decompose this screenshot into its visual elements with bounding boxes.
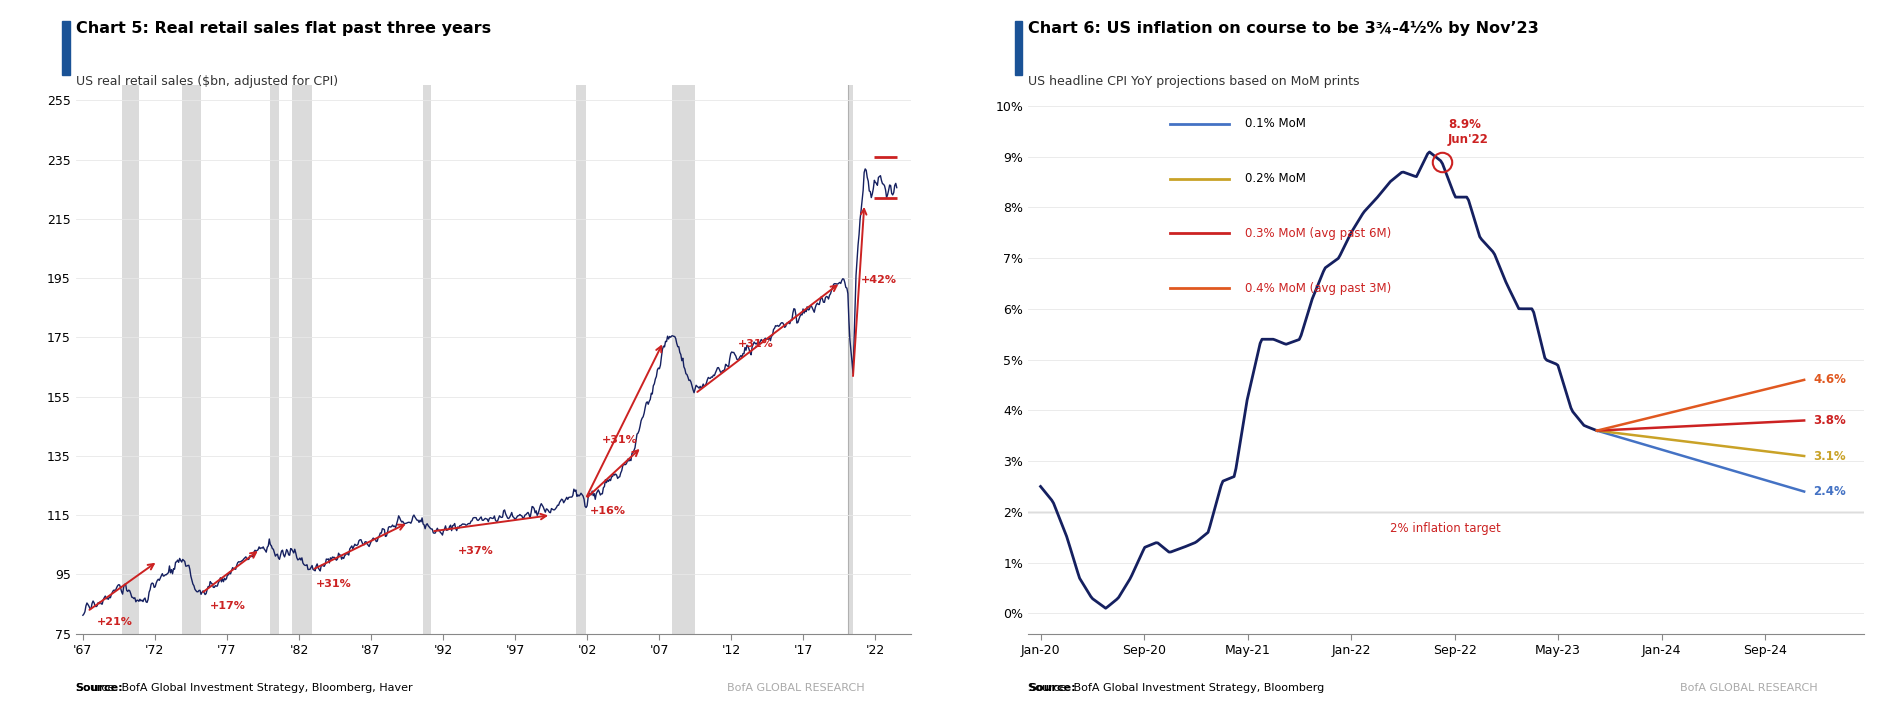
Text: Chart 6: US inflation on course to be 3¾-4½% by Nov’23: Chart 6: US inflation on course to be 3¾… (1027, 21, 1538, 36)
Text: BofA GLOBAL RESEARCH: BofA GLOBAL RESEARCH (727, 683, 865, 693)
Text: 0.4% MoM (avg past 3M): 0.4% MoM (avg past 3M) (1245, 282, 1393, 295)
Text: Source: BofA Global Investment Strategy, Bloomberg: Source: BofA Global Investment Strategy,… (1027, 683, 1324, 693)
Text: 2.4%: 2.4% (1813, 485, 1847, 498)
Text: 4.6%: 4.6% (1813, 373, 1847, 387)
Text: Source:: Source: (1027, 683, 1077, 693)
Text: +42%: +42% (861, 275, 897, 285)
Text: +17%: +17% (210, 601, 246, 611)
Bar (123, 85, 138, 634)
Bar (422, 85, 431, 634)
Bar (182, 85, 201, 634)
Text: US real retail sales ($bn, adjusted for CPI): US real retail sales ($bn, adjusted for … (76, 75, 339, 88)
Text: 0.2% MoM: 0.2% MoM (1245, 172, 1305, 185)
Text: 3.8%: 3.8% (1813, 414, 1847, 427)
Bar (575, 85, 587, 634)
Text: +21%: +21% (96, 617, 132, 627)
Text: +16%: +16% (590, 506, 626, 516)
Bar (271, 85, 278, 634)
Text: 2% inflation target: 2% inflation target (1391, 522, 1500, 535)
Text: 3.1%: 3.1% (1813, 449, 1847, 463)
Text: +31%: +31% (738, 339, 774, 349)
Bar (291, 85, 312, 634)
Text: 0.1% MoM: 0.1% MoM (1245, 117, 1305, 130)
Bar (672, 85, 694, 634)
Text: BofA GLOBAL RESEARCH: BofA GLOBAL RESEARCH (1680, 683, 1818, 693)
Text: +31%: +31% (602, 435, 638, 445)
Text: Source: BofA Global Investment Strategy, Bloomberg, Haver: Source: BofA Global Investment Strategy,… (76, 683, 412, 693)
Text: 0.3% MoM (avg past 6M): 0.3% MoM (avg past 6M) (1245, 227, 1393, 240)
Text: 8.9%
Jun'22: 8.9% Jun'22 (1447, 118, 1489, 147)
Bar (848, 85, 853, 634)
Text: US headline CPI YoY projections based on MoM prints: US headline CPI YoY projections based on… (1027, 75, 1360, 88)
Text: +31%: +31% (316, 579, 352, 589)
Text: +37%: +37% (458, 546, 494, 556)
Text: Chart 5: Real retail sales flat past three years: Chart 5: Real retail sales flat past thr… (76, 21, 490, 36)
Text: Source:: Source: (76, 683, 123, 693)
